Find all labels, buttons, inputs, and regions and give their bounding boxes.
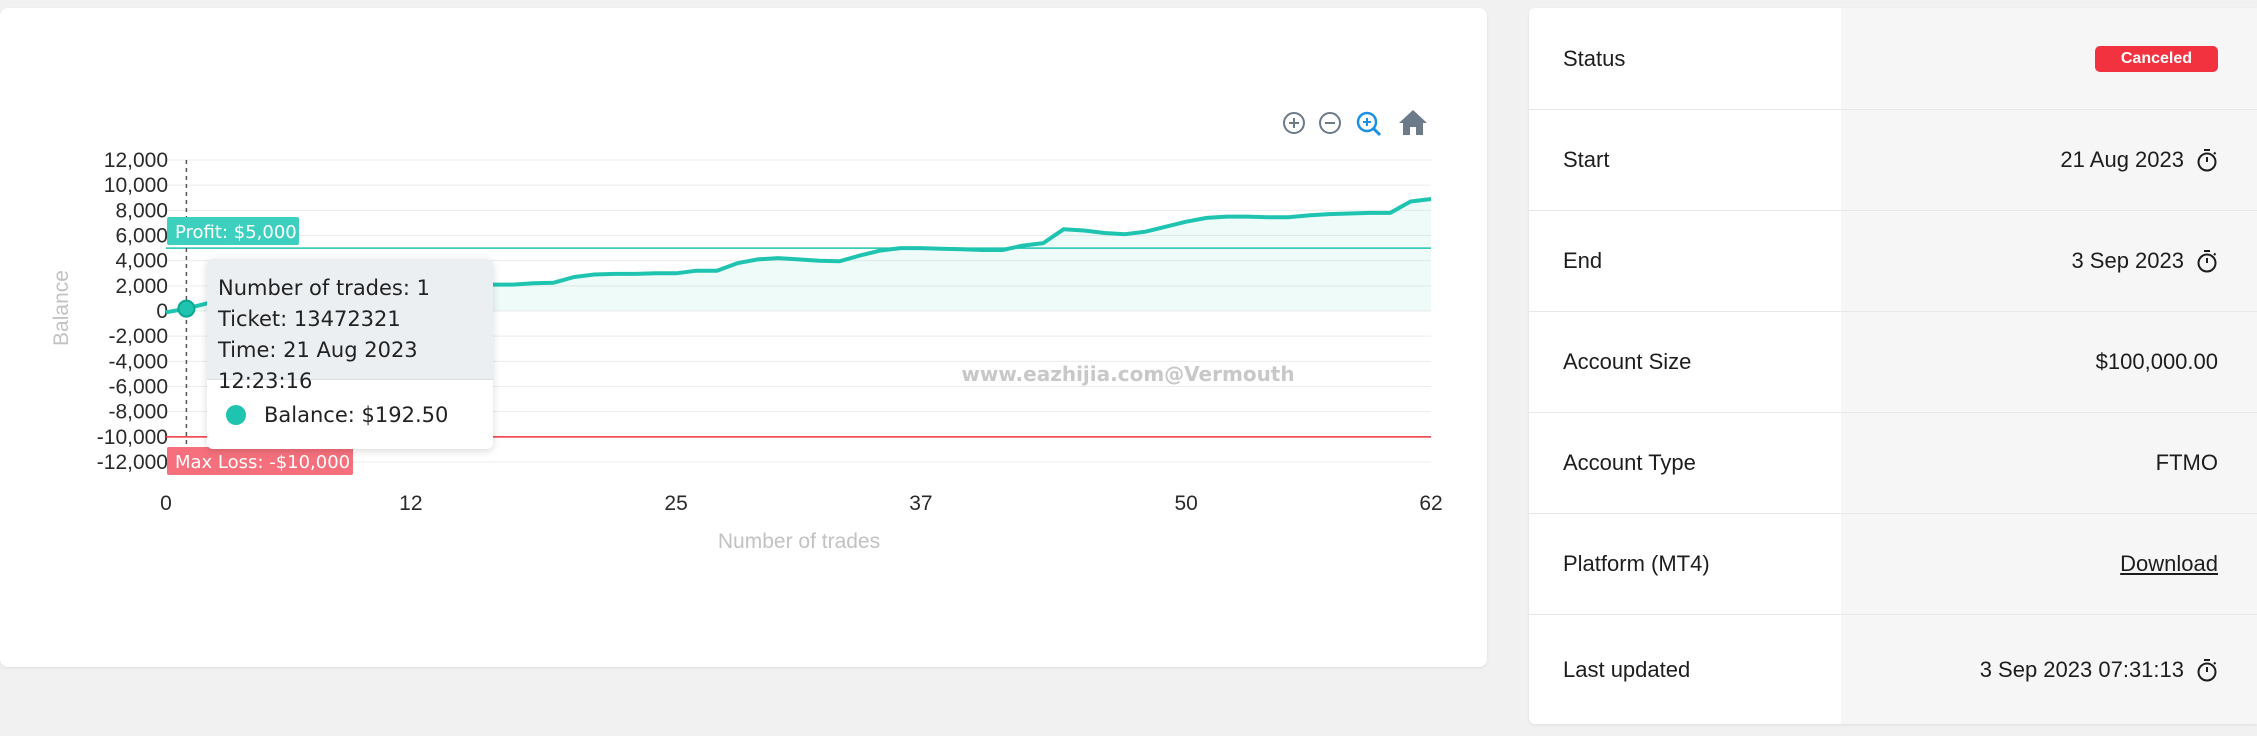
series-marker-icon (226, 404, 246, 425)
last-updated-time: 3 Sep 2023 07:31:13 (1979, 656, 2184, 682)
balance-area (166, 199, 1431, 313)
y-tick-label: -6,000 (108, 376, 168, 399)
account-info-card: Status Canceled Start 21 Aug 2023 End 3 … (1529, 8, 2257, 724)
profit-annotation: Profit: $5,000 (167, 217, 299, 245)
stopwatch-icon (2197, 658, 2217, 681)
last-updated-value: 3 Sep 2023 07:31:13 (1841, 615, 2257, 724)
x-tick-label: 50 (1174, 492, 1197, 515)
stopwatch-icon (2197, 149, 2217, 172)
platform-value: Download (1841, 514, 2257, 614)
x-tick-label: 12 (399, 492, 422, 515)
start-value: 21 Aug 2023 (1841, 110, 2257, 210)
start-label: Start (1529, 110, 1841, 210)
end-row: End 3 Sep 2023 (1529, 210, 2257, 311)
chart-toolbar (1283, 110, 1427, 137)
platform-label: Platform (MT4) (1529, 514, 1841, 614)
y-tick-label: 2,000 (115, 275, 168, 298)
status-label: Status (1529, 8, 1841, 109)
x-axis-label: Number of trades (718, 530, 880, 553)
tooltip-trades: Number of trades: 1 (218, 276, 430, 300)
last-updated-row: Last updated 3 Sep 2023 07:31:13 (1529, 614, 2257, 724)
status-row: Status Canceled (1529, 8, 2257, 109)
max-loss-annotation-label: Max Loss: -$10,000 (175, 452, 350, 473)
hover-point (177, 299, 196, 318)
zoom-out-icon[interactable] (1319, 112, 1341, 134)
y-tick-label: -2,000 (108, 325, 168, 348)
y-tick-label: -10,000 (97, 426, 168, 449)
tooltip-balance: Balance: $192.50 (264, 402, 449, 427)
end-date: 3 Sep 2023 (2071, 248, 2184, 273)
y-tick-label: 4,000 (115, 250, 168, 273)
account-type-row: Account Type FTMO (1529, 412, 2257, 513)
y-tick-label: -12,000 (97, 451, 168, 474)
account-type-value: FTMO (1841, 413, 2257, 513)
balance-chart-card: 12,000 10,000 8,000 6,000 4,000 2,000 0 -2,000-… (0, 8, 1487, 667)
tooltip-header: Number of trades: 1 Ticket: 13472321 Tim… (207, 259, 493, 393)
x-tick-label: 37 (909, 492, 932, 515)
download-link[interactable]: Download (2120, 551, 2218, 576)
x-tick-label: 62 (1419, 492, 1442, 515)
status-badge: Canceled (2094, 45, 2218, 72)
max-loss-annotation: Max Loss: -$10,000 (167, 447, 353, 475)
y-tick-label: 6,000 (115, 225, 168, 248)
status-value: Canceled (1841, 8, 2257, 109)
home-icon[interactable] (1399, 110, 1427, 135)
y-axis-label: Balance (50, 270, 73, 346)
y-tick-label: 10,000 (104, 174, 168, 197)
platform-row: Platform (MT4) Download (1529, 513, 2257, 614)
tooltip-body: Balance: $192.50 (207, 380, 493, 449)
y-tick-label: -8,000 (108, 401, 168, 424)
x-tick-label: 25 (664, 492, 687, 515)
account-size-label: Account Size (1529, 312, 1841, 412)
account-type-label: Account Type (1529, 413, 1841, 513)
profit-annotation-label: Profit: $5,000 (175, 222, 297, 243)
last-updated-label: Last updated (1529, 615, 1841, 724)
account-size-value: $100,000.00 (1841, 312, 2257, 412)
account-size-row: Account Size $100,000.00 (1529, 311, 2257, 412)
y-tick-label: 12,000 (104, 149, 168, 172)
y-tick-label: 0 (156, 300, 168, 323)
tooltip-time: Time: 21 Aug 2023 12:23:16 (218, 338, 418, 393)
y-tick-label: -4,000 (108, 350, 168, 373)
selection-zoom-icon[interactable] (1356, 111, 1382, 137)
x-tick-label: 0 (160, 492, 172, 515)
start-date: 21 Aug 2023 (2060, 147, 2184, 172)
zoom-in-icon[interactable] (1283, 112, 1305, 134)
tooltip-ticket: Ticket: 13472321 (218, 307, 401, 331)
stopwatch-icon (2197, 250, 2217, 273)
watermark: www.eazhijia.com@Vermouth (961, 362, 1294, 386)
chart-tooltip: Number of trades: 1 Ticket: 13472321 Tim… (207, 259, 493, 449)
end-value: 3 Sep 2023 (1841, 211, 2257, 311)
y-tick-label: 8,000 (115, 199, 168, 222)
start-row: Start 21 Aug 2023 (1529, 109, 2257, 210)
end-label: End (1529, 211, 1841, 311)
